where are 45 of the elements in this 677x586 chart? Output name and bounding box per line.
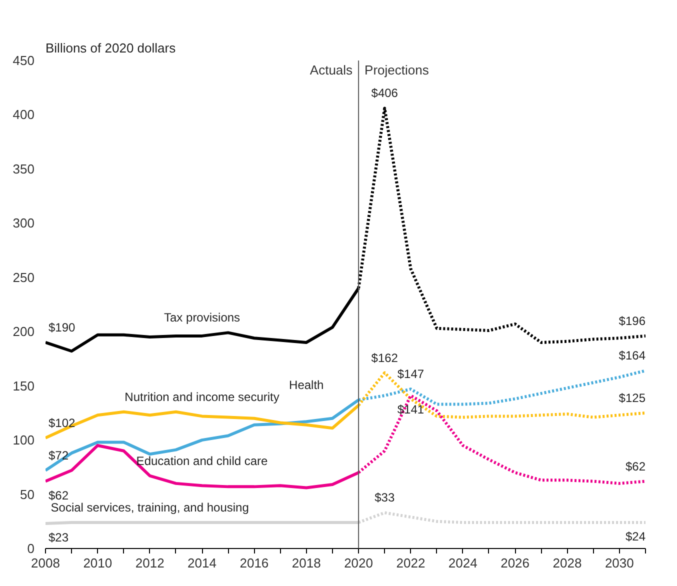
annotation: $23 bbox=[48, 530, 69, 545]
x-tick-label: 2014 bbox=[188, 556, 216, 570]
annotation: $24 bbox=[625, 529, 646, 544]
annotation: $406 bbox=[371, 86, 398, 100]
x-tick-label: 2012 bbox=[135, 556, 164, 570]
annotation: $102 bbox=[48, 416, 76, 430]
text: Health bbox=[289, 378, 324, 392]
x-tick-label: 2008 bbox=[31, 556, 60, 570]
x-tick-label: 2024 bbox=[448, 556, 478, 570]
x-tick-label: 2026 bbox=[500, 556, 530, 570]
y-tick-label: 350 bbox=[12, 161, 35, 176]
y-tick-label: 150 bbox=[12, 378, 35, 394]
annotation: $125 bbox=[618, 390, 646, 405]
x-tick-label: 2018 bbox=[292, 556, 321, 570]
chart-subtitle: Billions of 2020 dollars bbox=[46, 40, 176, 56]
x-tick-label: 2020 bbox=[344, 556, 374, 570]
x-tick-label: 2016 bbox=[240, 556, 269, 570]
y-tick-label: 0 bbox=[27, 541, 35, 556]
annotation: Projections bbox=[364, 62, 430, 78]
annotation: $62 bbox=[625, 459, 646, 474]
y-tick-label: 250 bbox=[12, 270, 35, 285]
annotation: $62 bbox=[48, 488, 69, 502]
annotation: $141 bbox=[397, 402, 424, 417]
y-tick-label: 300 bbox=[12, 216, 35, 231]
annotation: $164 bbox=[618, 348, 646, 363]
annotation: $162 bbox=[371, 350, 398, 365]
annotation: $190 bbox=[48, 320, 76, 334]
series-label: Nutrition and income security bbox=[124, 390, 280, 404]
series-label: Tax provisions bbox=[164, 310, 240, 325]
y-tick-label: 450 bbox=[12, 53, 35, 68]
y-tick-label: 100 bbox=[12, 432, 35, 448]
annotation: $33 bbox=[374, 490, 395, 505]
series-label: Social services, training, and housing bbox=[50, 500, 249, 514]
x-tick-label: 2028 bbox=[552, 556, 582, 570]
annotation: $72 bbox=[48, 448, 69, 462]
ref-line-label: Actuals bbox=[310, 62, 354, 78]
y-tick-label: 50 bbox=[20, 486, 35, 502]
annotation: $196 bbox=[618, 314, 646, 328]
series-label: Education and child care bbox=[136, 454, 268, 468]
y-tick-label: 200 bbox=[12, 324, 35, 340]
x-tick-label: 2010 bbox=[83, 556, 112, 570]
x-tick-label: 2030 bbox=[604, 556, 634, 570]
y-tick-label: 400 bbox=[12, 107, 35, 122]
annotation: $147 bbox=[397, 367, 424, 382]
x-tick-label: 2022 bbox=[396, 556, 426, 570]
